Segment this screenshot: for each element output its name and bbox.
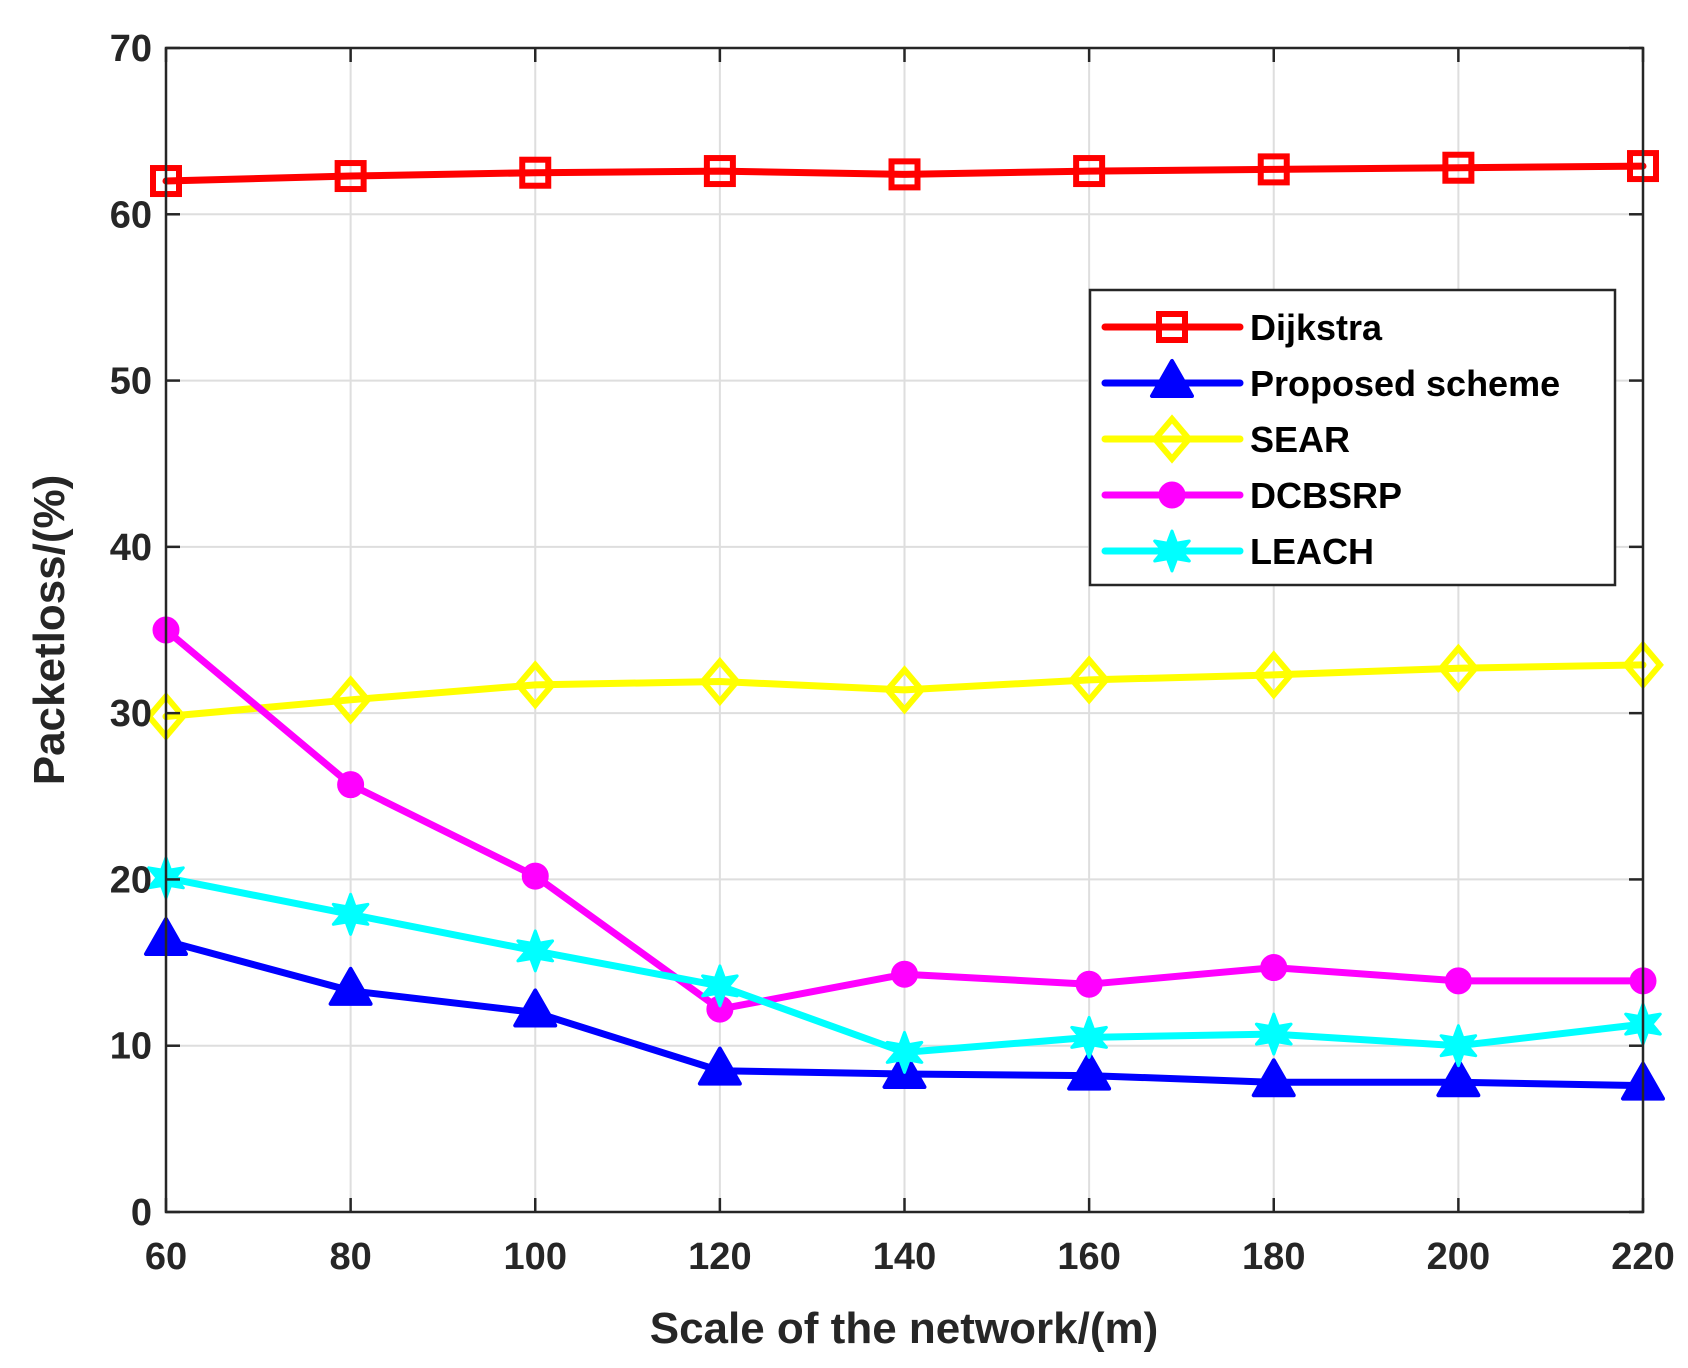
- legend-swatch-marker: [1150, 359, 1194, 398]
- series-layer: [144, 150, 1665, 1101]
- data-point-marker: [703, 155, 736, 188]
- data-point-marker: [883, 665, 926, 715]
- series-proposed-scheme: [144, 916, 1665, 1101]
- y-tick-label: 60: [110, 194, 152, 236]
- data-point-marker: [513, 988, 558, 1028]
- x-tick-label: 160: [1057, 1236, 1120, 1278]
- legend-swatch-marker: [1153, 529, 1191, 573]
- series-line: [162, 661, 1647, 720]
- y-tick-label: 10: [110, 1026, 152, 1068]
- x-tick-label: 200: [1427, 1236, 1490, 1278]
- data-point-marker: [514, 660, 557, 710]
- data-point-marker: [519, 156, 552, 189]
- data-point-marker: [1068, 655, 1111, 705]
- legend-swatch-marker: [1156, 311, 1188, 343]
- data-point-marker: [891, 960, 918, 988]
- data-point-marker: [1436, 1058, 1481, 1098]
- data-point-marker: [701, 964, 739, 1008]
- data-point-marker: [1252, 650, 1295, 700]
- data-point-marker: [1437, 643, 1480, 693]
- legend-label: Dijkstra: [1250, 307, 1383, 348]
- x-axis-title: Scale of the network/(m): [650, 1304, 1159, 1353]
- legend: Dijkstra Proposed scheme SEAR DCBSRP LEACH: [1088, 288, 1617, 587]
- data-point-marker: [1254, 1012, 1293, 1056]
- data-point-marker: [328, 966, 373, 1006]
- data-point-marker: [888, 158, 921, 191]
- data-point-marker: [1251, 1058, 1296, 1098]
- x-tick-label: 120: [688, 1236, 751, 1278]
- legend-label: DCBSRP: [1250, 475, 1402, 516]
- data-point-marker: [331, 892, 370, 936]
- y-tick-label: 30: [110, 693, 152, 735]
- data-point-marker: [521, 862, 549, 890]
- x-tick-label: 180: [1242, 1236, 1305, 1278]
- data-point-marker: [1442, 151, 1475, 184]
- legend-item: LEACH: [1101, 529, 1374, 573]
- series-dijkstra: [150, 150, 1659, 198]
- data-point-marker: [1439, 1024, 1478, 1068]
- x-tick-label: 80: [329, 1236, 371, 1278]
- series-line: [162, 162, 1647, 185]
- legend-label: LEACH: [1250, 531, 1374, 572]
- y-tick-label: 20: [110, 859, 152, 901]
- data-point-marker: [1070, 1015, 1108, 1059]
- y-tick-label: 0: [131, 1192, 152, 1234]
- ticks: 60 80 100 120 140 160 180 200 220 0 10 20 30 40 50 60 70: [110, 28, 1675, 1278]
- y-tick-label: 70: [110, 28, 152, 70]
- data-point-marker: [329, 675, 372, 725]
- legend-item: DCBSRP: [1101, 475, 1402, 516]
- data-point-marker: [698, 656, 741, 707]
- legend-item: Proposed scheme: [1101, 359, 1560, 404]
- x-tick-label: 60: [145, 1236, 187, 1278]
- legend-item: SEAR: [1101, 414, 1350, 464]
- data-point-marker: [1444, 967, 1472, 995]
- data-point-marker: [1073, 155, 1106, 188]
- y-axis-title: Packetloss/(%): [25, 475, 74, 786]
- legend-item: Dijkstra: [1101, 307, 1383, 348]
- data-point-marker: [516, 929, 555, 973]
- y-tick-label: 40: [110, 527, 152, 569]
- legend-swatch-marker: [1151, 414, 1193, 464]
- x-tick-label: 220: [1611, 1236, 1674, 1278]
- data-point-marker: [1075, 970, 1103, 998]
- data-point-marker: [697, 1046, 742, 1086]
- legend-swatch-marker: [1158, 481, 1186, 509]
- data-point-marker: [885, 1030, 924, 1074]
- y-tick-label: 50: [110, 361, 152, 403]
- legend-label: Proposed scheme: [1250, 363, 1560, 404]
- data-point-marker: [1067, 1051, 1112, 1091]
- x-tick-label: 100: [504, 1236, 567, 1278]
- legend-label: SEAR: [1250, 419, 1350, 460]
- data-point-marker: [1257, 153, 1290, 186]
- x-tick-label: 140: [873, 1236, 936, 1278]
- data-point-marker: [337, 771, 365, 799]
- data-point-marker: [1260, 954, 1288, 982]
- data-point-marker: [334, 160, 367, 193]
